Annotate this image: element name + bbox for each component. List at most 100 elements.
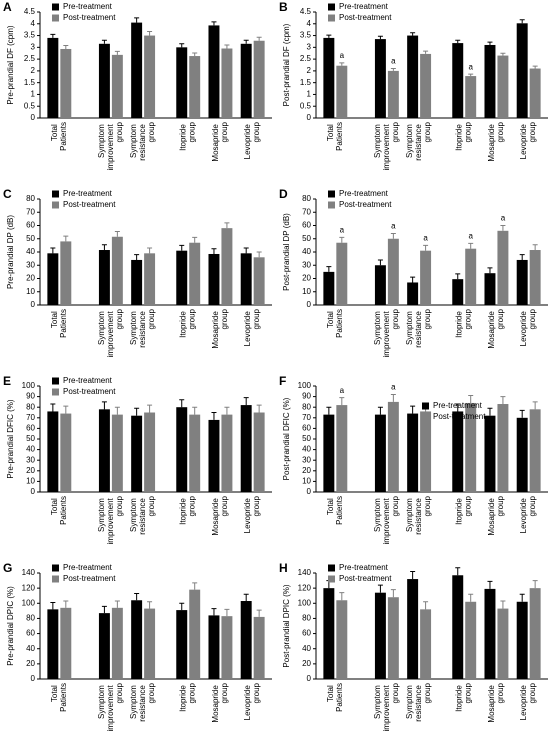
y-tick-label: 60 [26,629,35,638]
error-bar [487,407,493,416]
bar [336,242,348,305]
error-bar [390,68,396,71]
y-tick-label: 140 [298,568,312,577]
legend-label: Pre-treatment [63,376,113,385]
y-tick-label: 0 [307,487,312,496]
x-tick-label: Mosapride group [487,495,505,535]
bar [452,575,464,679]
error-bar [256,609,262,617]
y-tick-label: 80 [302,194,311,203]
y-axis-label: Pre-prandial DF (cpm) [6,25,15,104]
legend-swatch [328,575,335,583]
error-bar [532,401,538,410]
bar [221,228,233,305]
y-tick-label: 60 [26,424,35,433]
y-tick-label: 2 [31,66,36,75]
error-bar [63,44,69,49]
error-bar [179,244,185,251]
x-tick-label: Levopride group [519,495,537,533]
x-tick-label: Levopride group [243,682,261,720]
error-bar [179,43,185,48]
y-tick-label: 10 [26,477,35,486]
bar [420,609,432,679]
bar [131,600,143,679]
bar [240,43,252,118]
error-bar [134,254,140,260]
error-bar [256,404,262,413]
y-tick-label: 70 [302,413,311,422]
y-tick-label: 40 [302,445,311,454]
y-tick-label: 40 [26,247,35,256]
error-bar [339,397,345,406]
error-bar [377,406,383,415]
legend-swatch [328,190,335,198]
panel-letter: B [279,0,288,14]
y-tick-label: 1 [31,90,36,99]
x-tick-label: Symptom resistance group [405,121,432,160]
bar [484,588,496,679]
x-tick-label: Mosapride group [487,308,505,348]
bar [497,404,509,492]
bar [374,592,386,679]
x-tick-label: Itopride group [455,682,473,711]
bar [176,610,188,679]
y-tick-label: 1.5 [300,78,312,87]
bar [516,23,528,118]
bar [452,411,464,492]
legend-swatch [422,413,429,421]
error-bar [487,267,493,274]
error-bar [211,21,217,26]
bar [60,241,72,305]
y-tick-label: 40 [26,445,35,454]
y-tick-label: 2.5 [300,54,312,63]
legend-label: Post-treatment [339,200,392,209]
x-tick-label: Symptom improvement group [97,682,124,731]
error-bar [147,404,153,413]
x-tick-label: Symptom resistance group [129,495,156,534]
error-bar [410,405,416,414]
x-tick-label: Levopride group [519,121,537,159]
y-tick-label: 50 [26,434,35,443]
x-tick-label: Total Patients [326,122,344,151]
error-bar [390,232,396,239]
x-tick-label: Itopride group [179,495,197,524]
bar [208,419,220,492]
significance-mark: a [468,62,473,71]
y-tick-label: 0 [307,113,312,122]
legend-label: Post-treatment [63,200,116,209]
y-tick-label: 0 [31,300,36,309]
panel-letter: C [3,187,12,201]
bar [47,37,59,118]
panel-letter: D [279,187,288,201]
legend-swatch [422,402,429,410]
error-bar [339,62,345,66]
x-tick-label: Itopride group [179,682,197,711]
error-bar [468,242,474,249]
error-bar [377,259,383,266]
bar [60,413,72,492]
x-tick-label: Levopride group [243,308,261,346]
legend-swatch [52,201,59,209]
error-bar [390,589,396,598]
bar [529,250,541,305]
y-tick-label: 120 [298,583,312,592]
bar [465,248,477,305]
error-bar [423,244,429,251]
bar [516,601,528,679]
x-tick-label: Total Patients [50,122,68,151]
legend-label: Pre-treatment [339,563,389,572]
error-bar [192,582,198,590]
x-tick-label: Symptom improvement group [97,121,124,170]
bar [189,56,201,118]
significance-mark: a [391,383,396,392]
legend-swatch [52,377,59,385]
significance-mark: a [468,231,473,240]
error-bar [63,600,69,608]
error-bar [410,276,416,283]
significance-mark: a [423,233,428,242]
error-bar [532,244,538,251]
error-bar [256,36,262,41]
bar [407,35,419,118]
legend-label: Pre-treatment [339,189,389,198]
error-bar [532,580,538,589]
